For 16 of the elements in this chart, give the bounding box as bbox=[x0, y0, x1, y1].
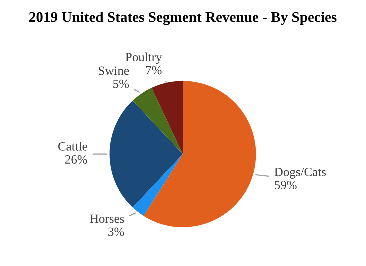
pie-slice bbox=[132, 154, 183, 216]
data-label: 5% bbox=[114, 80, 130, 88]
slice-label: Dogs/Cats bbox=[274, 168, 326, 179]
data-label: 26% bbox=[65, 156, 88, 164]
slice-label: Cattle bbox=[58, 142, 88, 151]
pie-slice bbox=[132, 88, 183, 154]
data-label: 7% bbox=[146, 66, 162, 75]
slice-label: Poultry bbox=[126, 52, 162, 64]
pie-slice bbox=[152, 81, 183, 154]
slice-label: Swine bbox=[99, 66, 130, 76]
data-label: 59% bbox=[275, 181, 297, 190]
pie-slice bbox=[144, 81, 256, 228]
chart-title: 2019 United States Segment Revenue - By Species bbox=[29, 12, 337, 26]
slice-label: Horses bbox=[90, 214, 124, 224]
data-label: 3% bbox=[108, 228, 124, 236]
pie-slice bbox=[110, 100, 183, 208]
